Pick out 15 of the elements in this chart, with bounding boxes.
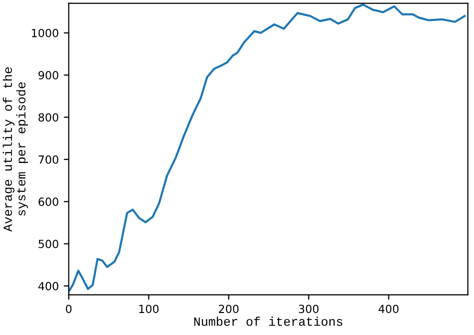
y-axis-title: Average utility of the system per episode bbox=[2, 67, 28, 232]
x-tick-label: 100 bbox=[139, 304, 159, 314]
y-tick-label: 400 bbox=[38, 282, 58, 290]
y-tick-label: 500 bbox=[38, 240, 58, 248]
y-tick-label: 1000 bbox=[32, 28, 58, 38]
line-series bbox=[68, 4, 466, 292]
y-tick-label: 600 bbox=[38, 198, 58, 206]
x-axis-title: Number of iterations bbox=[194, 316, 342, 326]
x-tick-label: 200 bbox=[218, 304, 239, 314]
y-tick-label: 800 bbox=[38, 113, 58, 122]
y-tick-label: 900 bbox=[38, 71, 58, 80]
x-tick-label: 400 bbox=[378, 304, 399, 314]
y-tick-label: 700 bbox=[38, 155, 58, 164]
x-tick-label: 300 bbox=[298, 304, 319, 314]
x-tick-label: 0 bbox=[66, 304, 72, 314]
